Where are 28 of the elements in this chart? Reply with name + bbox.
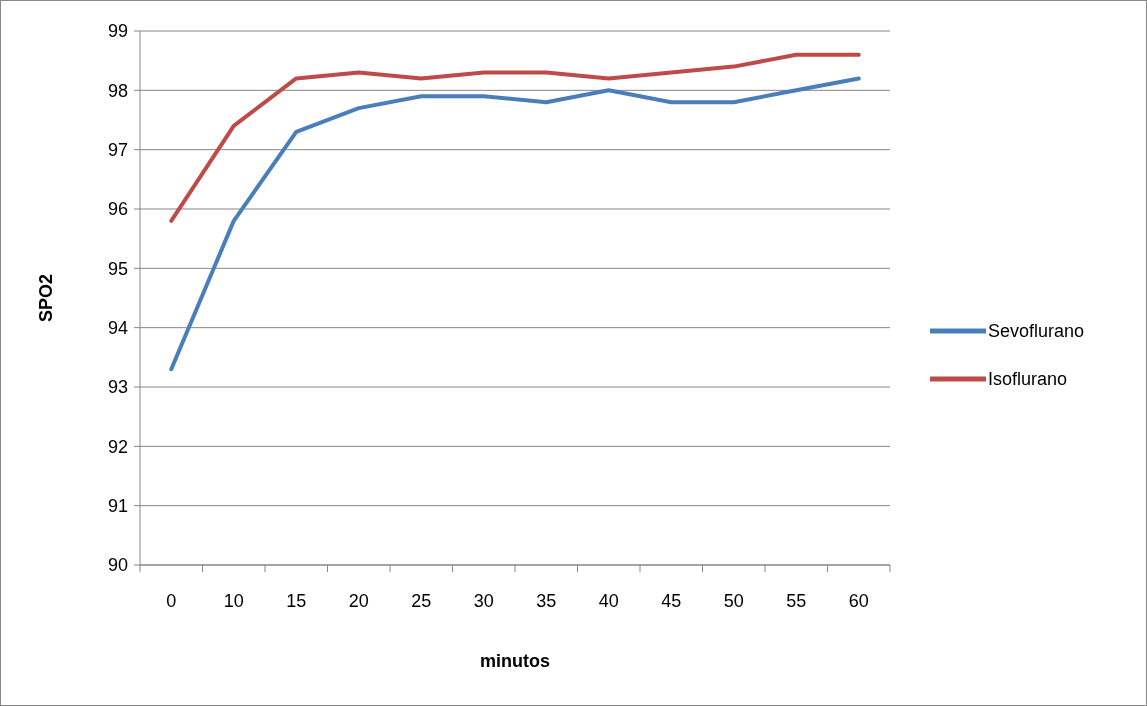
y-tick-label: 96 xyxy=(107,199,128,220)
x-tick-label: 60 xyxy=(848,591,869,611)
legend-label: Isoflurano xyxy=(988,369,1068,390)
y-tick-label: 94 xyxy=(107,317,128,338)
y-tick-label: 99 xyxy=(107,21,128,42)
line-series xyxy=(169,76,861,372)
y-tick-label: 95 xyxy=(107,258,128,279)
x-tick-label: 20 xyxy=(348,591,369,611)
x-tick-label: 30 xyxy=(473,591,494,611)
y-tick-label: 93 xyxy=(107,377,128,398)
x-axis-title: minutos xyxy=(480,651,550,671)
y-tick-label: 92 xyxy=(107,436,128,457)
x-tick-label: 55 xyxy=(786,591,807,611)
legend-label: Sevoflurano xyxy=(988,321,1085,342)
x-tick-label: 10 xyxy=(223,591,244,611)
y-tick-label: 91 xyxy=(107,495,128,516)
y-tick-label: 97 xyxy=(107,139,128,160)
y-tick-label: 90 xyxy=(107,555,128,576)
x-tick-label: 15 xyxy=(286,591,307,611)
x-tick-label: 35 xyxy=(536,591,557,611)
x-tick-label: 0 xyxy=(166,591,177,611)
x-tick-label: 40 xyxy=(598,591,619,611)
x-tick-label: 50 xyxy=(723,591,744,611)
x-tick-label: 25 xyxy=(411,591,432,611)
y-axis-title: SPO2 xyxy=(36,273,56,323)
x-tick-label: 45 xyxy=(661,591,682,611)
y-tick-label: 98 xyxy=(107,80,128,101)
line-series xyxy=(169,52,861,223)
